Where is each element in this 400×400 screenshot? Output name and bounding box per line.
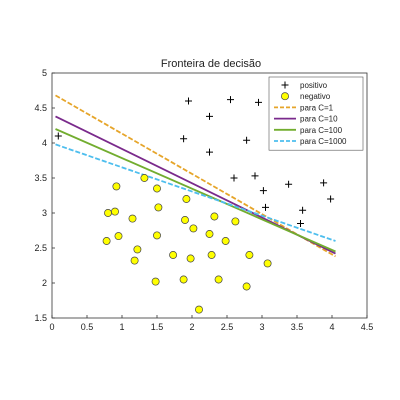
negative-point xyxy=(153,184,161,193)
x-tick-label: 3.5 xyxy=(291,322,304,332)
negative-point xyxy=(112,182,121,191)
legend-label: para C=1000 xyxy=(300,137,347,146)
negative-point xyxy=(189,224,198,233)
positive-point xyxy=(227,96,234,104)
y-axis: 1.5 2 2.5 3 3.5 4 4.5 5 xyxy=(34,68,55,323)
y-tick-label: 3.5 xyxy=(34,173,47,183)
legend-label: positivo xyxy=(300,81,328,90)
x-tick-label: 0 xyxy=(49,322,54,332)
negative-point xyxy=(133,245,142,254)
positive-point xyxy=(206,112,213,120)
chart-title: Fronteira de decisão xyxy=(161,58,261,70)
negative-point xyxy=(151,277,160,286)
x-tick-label: 4.5 xyxy=(361,322,374,332)
positive-point xyxy=(180,135,188,143)
negative-point xyxy=(242,282,251,291)
negative-point xyxy=(169,251,178,259)
negative-point xyxy=(195,305,203,314)
negative-point xyxy=(179,275,188,284)
y-tick-label: 4 xyxy=(42,138,47,148)
negative-point xyxy=(130,256,139,265)
negative-point xyxy=(186,254,195,263)
negative-point xyxy=(140,174,149,182)
y-tick-label: 1.5 xyxy=(34,313,47,323)
negative-point xyxy=(102,237,111,245)
legend-label: negativo xyxy=(300,92,331,101)
negative-point xyxy=(181,216,189,224)
positive-point xyxy=(259,187,267,195)
positive-point xyxy=(320,179,328,187)
legend-positive-marker xyxy=(281,81,289,89)
positive-point xyxy=(230,174,238,182)
positive-point xyxy=(285,180,293,188)
positive-point xyxy=(327,195,335,203)
x-tick-label: 4 xyxy=(329,322,334,332)
negative-point xyxy=(231,217,240,226)
x-tick-label: 2 xyxy=(189,322,194,332)
boundary-line xyxy=(55,128,336,253)
y-tick-label: 4.5 xyxy=(34,103,47,113)
legend-box xyxy=(268,76,364,151)
positive-point xyxy=(251,172,259,180)
positive-point xyxy=(262,203,269,211)
y-tick-label: 3 xyxy=(42,208,47,218)
boundary-line xyxy=(55,143,336,242)
negative-point xyxy=(205,230,214,238)
negative-point xyxy=(263,259,272,268)
negative-point xyxy=(114,232,123,241)
y-tick-label: 2 xyxy=(42,278,47,288)
boundary-line xyxy=(55,94,336,258)
positive-point xyxy=(206,148,213,156)
positive-point xyxy=(299,206,307,214)
legend-label: para C=1 xyxy=(300,103,334,112)
x-tick-label: 2.5 xyxy=(221,322,234,332)
boundary-lines xyxy=(55,94,336,258)
negative-point xyxy=(111,207,119,216)
negative-point xyxy=(153,231,161,240)
data-points xyxy=(54,96,335,314)
negative-point xyxy=(210,212,219,221)
negative-point xyxy=(214,275,223,284)
y-tick-label: 2.5 xyxy=(34,243,47,253)
negative-point xyxy=(154,203,163,212)
legend: positivo negativo para C=1 para C=10 para C=… xyxy=(268,76,364,151)
negative-point xyxy=(221,237,230,245)
positive-point xyxy=(54,132,62,140)
x-axis: 0 0.5 1 1.5 2 2.5 3 3.5 4 4.5 xyxy=(49,315,373,332)
legend-label: para C=10 xyxy=(300,115,338,124)
positive-point xyxy=(243,136,251,144)
negative-point xyxy=(182,195,191,203)
negative-point xyxy=(245,251,254,259)
negative-point xyxy=(128,214,137,223)
x-tick-label: 1.5 xyxy=(151,322,164,332)
legend-label: para C=100 xyxy=(300,126,343,135)
positive-point xyxy=(185,97,192,105)
x-tick-label: 3 xyxy=(259,322,264,332)
positive-point xyxy=(297,220,304,227)
negative-point xyxy=(207,251,216,259)
y-tick-label: 5 xyxy=(42,68,47,78)
x-tick-label: 1 xyxy=(119,322,124,332)
x-tick-label: 0.5 xyxy=(81,322,94,332)
positive-point xyxy=(255,98,262,106)
legend-negative-marker xyxy=(281,92,289,101)
negative-point xyxy=(104,209,112,217)
